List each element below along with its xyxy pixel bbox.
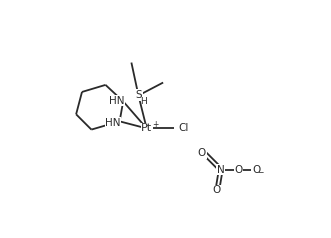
Text: O: O: [198, 148, 206, 158]
Text: HN: HN: [105, 118, 121, 128]
Text: O: O: [234, 164, 243, 174]
Text: +: +: [152, 120, 158, 129]
Text: H: H: [140, 97, 147, 106]
Text: O: O: [212, 185, 220, 195]
Text: −: −: [258, 168, 264, 177]
Text: N: N: [217, 164, 225, 174]
Text: Cl: Cl: [178, 124, 189, 134]
Text: Pt: Pt: [141, 124, 152, 134]
Text: O: O: [252, 164, 260, 174]
Text: S: S: [136, 90, 142, 100]
Text: HN: HN: [109, 96, 124, 106]
